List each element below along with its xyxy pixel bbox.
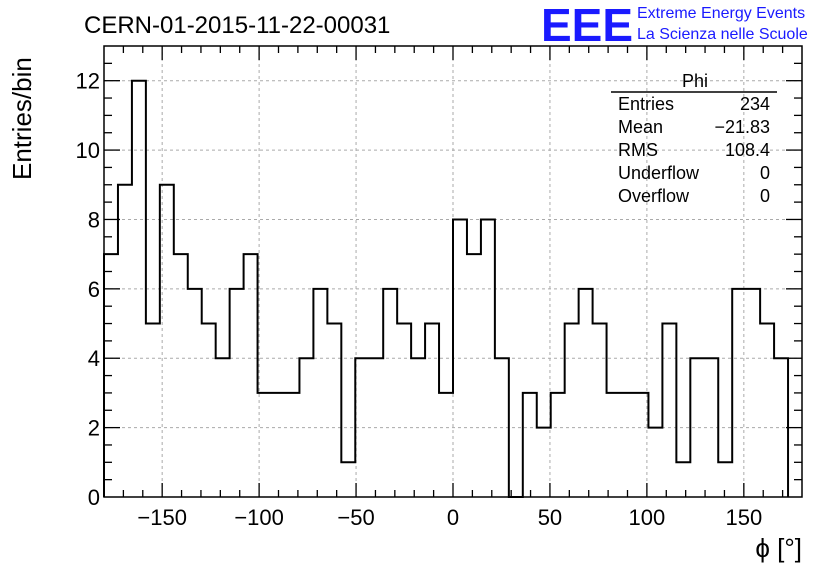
histogram-bin	[565, 324, 579, 497]
histogram-bin	[341, 462, 355, 497]
y-axis-title: Entries/bin	[7, 57, 37, 180]
histogram-bin	[244, 254, 258, 497]
histogram-bin	[551, 393, 565, 497]
histogram-bin	[676, 462, 690, 497]
histogram-bin	[230, 289, 244, 497]
histogram-bin	[146, 324, 160, 497]
histogram-bin	[272, 393, 286, 497]
stats-label: Underflow	[618, 163, 700, 183]
stats-title: Phi	[682, 71, 708, 91]
logo-line-2: La Scienza nelle Scuole	[637, 26, 808, 43]
histogram-bin	[732, 289, 746, 497]
histogram-bin	[313, 289, 327, 497]
histogram-bin	[174, 254, 188, 497]
y-tick-labels: 0 2 4 6 8 10 12	[76, 69, 100, 510]
y-tick-label: 4	[88, 346, 100, 371]
stats-label: Overflow	[618, 186, 690, 206]
histogram-bin	[593, 324, 607, 497]
y-tick-label: 6	[88, 277, 100, 302]
histogram-bin	[634, 393, 648, 497]
x-tick-labels: −150 −100 −50 0 50 100 150	[137, 505, 762, 530]
histogram-bin	[607, 393, 621, 497]
axis-ticks	[104, 46, 802, 497]
histogram-bin	[467, 254, 481, 497]
histogram-bin	[383, 289, 397, 497]
histogram-bin	[397, 324, 411, 497]
stats-label: RMS	[618, 140, 658, 160]
histogram-bin	[299, 358, 313, 497]
y-tick-label: 8	[88, 207, 100, 232]
stats-label: Mean	[618, 117, 663, 137]
histogram-bin	[258, 393, 272, 497]
histogram-bin	[202, 324, 216, 497]
y-tick-label: 10	[76, 138, 100, 163]
histogram-bin	[718, 462, 732, 497]
x-tick-label: 100	[629, 505, 666, 530]
histogram-bin	[662, 324, 676, 497]
histogram-bin	[439, 393, 453, 497]
x-tick-label: 150	[725, 505, 762, 530]
stats-box: Phi Entries 234 Mean −21.83 RMS 108.4 Underflo…	[611, 71, 777, 206]
y-tick-label: 12	[76, 69, 100, 94]
stats-label: Entries	[618, 94, 674, 114]
histogram-bin	[760, 324, 774, 497]
stats-value: 0	[760, 186, 770, 206]
histogram-outline	[103, 79, 790, 498]
x-tick-label: −50	[337, 505, 374, 530]
stats-rows: Entries 234 Mean −21.83 RMS 108.4 Underflow 0 Ov…	[618, 94, 770, 206]
y-tick-label: 0	[88, 485, 100, 510]
histogram-bin	[285, 393, 299, 497]
x-tick-label: −100	[234, 505, 284, 530]
x-tick-label: −150	[137, 505, 187, 530]
stats-value: 234	[740, 94, 770, 114]
histogram-bin	[579, 289, 593, 497]
logo-line-1: Extreme Energy Events	[637, 5, 805, 22]
x-axis-title: ϕ [°]	[755, 533, 802, 563]
histogram-bin	[216, 358, 230, 497]
histogram-bin	[523, 393, 537, 497]
histogram-bin	[648, 428, 662, 497]
stats-value: 0	[760, 163, 770, 183]
histogram-bin	[746, 289, 760, 497]
eee-logo-mark: EEE	[541, 0, 633, 51]
histogram-bin	[621, 393, 635, 497]
histogram-bin	[188, 289, 202, 497]
histogram-bin	[118, 185, 132, 497]
chart-title: CERN-01-2015-11-22-00031	[84, 12, 390, 39]
histogram-bin	[425, 324, 439, 497]
eee-logo: EEE Extreme Energy Events La Scienza nel…	[541, 0, 808, 51]
histogram-bin	[537, 428, 551, 497]
stats-value: 108.4	[725, 140, 770, 160]
x-tick-label: 50	[538, 505, 562, 530]
x-tick-label: 0	[447, 505, 459, 530]
y-tick-label: 2	[88, 416, 100, 441]
histogram-bin	[327, 324, 341, 497]
stats-value: −21.83	[714, 117, 770, 137]
